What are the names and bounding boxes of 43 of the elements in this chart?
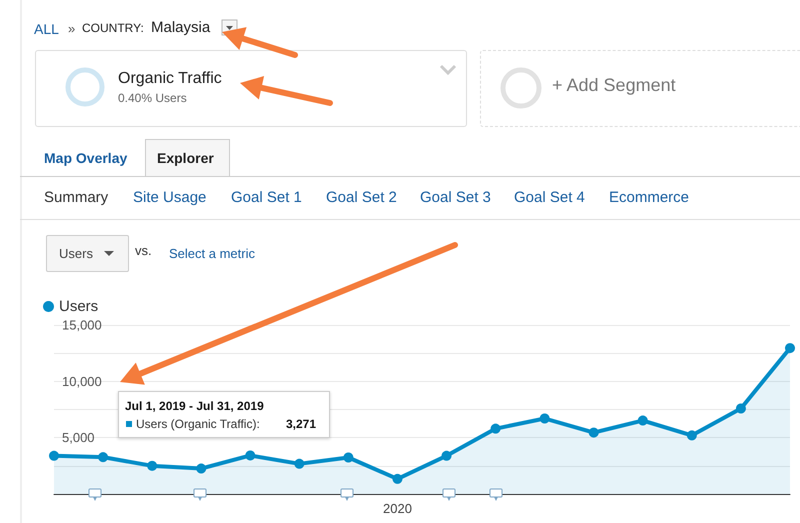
text: Map Overlay — [44, 150, 128, 166]
text: COUNTRY: — [82, 21, 144, 35]
text: Site Usage — [133, 189, 206, 206]
point — [442, 450, 452, 461]
annotation: 3,271 — [286, 417, 316, 431]
text: Ecommerce — [609, 189, 690, 206]
point — [785, 343, 795, 354]
text: » — [68, 21, 76, 36]
x-tick-label: 2020 — [383, 501, 412, 516]
point — [490, 424, 501, 434]
text: + Add Segment — [552, 75, 676, 95]
point — [294, 458, 304, 469]
text: Users — [59, 246, 93, 261]
annotation: Users (Organic Traffic): — [136, 417, 260, 431]
point — [686, 430, 697, 440]
text: Summary — [44, 189, 108, 206]
text: Explorer — [157, 150, 214, 166]
text: Goal Set 1 — [231, 189, 302, 206]
text: Select a metric — [169, 246, 255, 261]
point — [392, 474, 402, 484]
text: Malaysia — [151, 19, 210, 36]
text: 0.40% Users — [118, 91, 187, 105]
text: Goal Set 2 — [326, 189, 397, 206]
point — [196, 464, 206, 474]
point — [588, 428, 599, 438]
text: vs. — [135, 243, 152, 258]
annotation: Jul 1, 2019 - Jul 31, 2019 — [125, 399, 264, 413]
y-tick-label: 10,000 — [62, 374, 102, 389]
point — [98, 452, 108, 462]
y-tick-label: 5,000 — [62, 430, 95, 446]
point — [540, 414, 550, 424]
legend-label: Users — [59, 298, 98, 315]
text: ALL — [34, 21, 59, 37]
point — [147, 460, 158, 471]
point — [343, 452, 354, 462]
point — [736, 403, 746, 414]
point — [638, 416, 648, 426]
y-tick-label: 15,000 — [62, 318, 102, 332]
text: Goal Set 3 — [420, 189, 491, 206]
point — [49, 450, 59, 461]
text: Organic Traffic — [118, 70, 222, 87]
point — [245, 450, 256, 460]
text: Goal Set 4 — [514, 189, 585, 206]
